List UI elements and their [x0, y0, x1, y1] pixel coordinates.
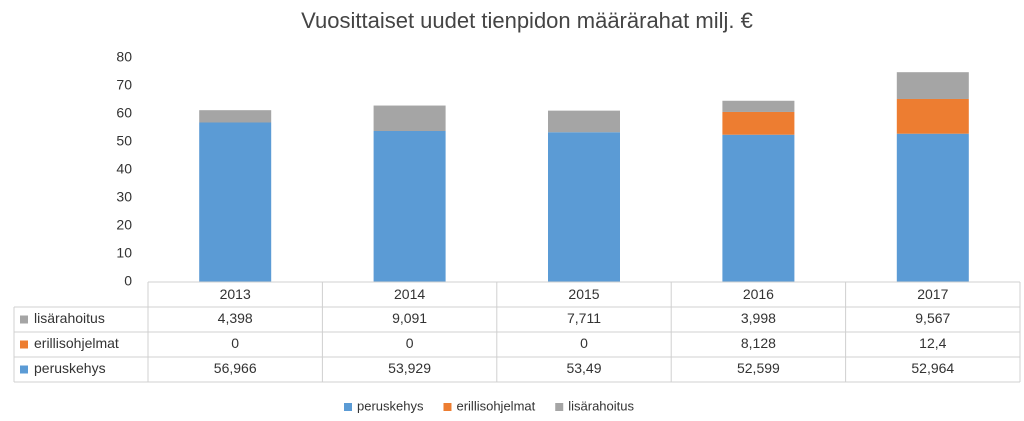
- legend-label: lisärahoitus: [568, 398, 634, 413]
- data-label: 0: [406, 335, 414, 351]
- bar-segment: [548, 110, 620, 133]
- y-tick-label: 10: [116, 245, 132, 261]
- bar-segment: [199, 122, 272, 282]
- bar-segment: [199, 110, 272, 123]
- x-tick-label: 2013: [220, 286, 251, 302]
- x-tick-label: 2016: [743, 286, 774, 302]
- data-label: 9,567: [915, 310, 950, 326]
- legend-key: [344, 403, 352, 411]
- legend-key: [443, 403, 452, 411]
- y-tick-label: 70: [116, 77, 132, 93]
- legend-label: peruskehys: [357, 398, 424, 413]
- data-label: 53,929: [388, 360, 431, 376]
- table-legend-key: [20, 365, 28, 374]
- data-label: 53,49: [566, 360, 601, 376]
- data-label: 0: [231, 335, 239, 351]
- y-tick-label: 20: [116, 217, 132, 233]
- data-label: 0: [580, 335, 588, 351]
- y-tick-label: 30: [116, 189, 132, 205]
- data-label: 52,964: [911, 360, 954, 376]
- data-label: 52,599: [737, 360, 780, 376]
- bar-segment: [896, 98, 969, 134]
- bar-segment: [896, 133, 969, 282]
- table-row-label: lisärahoitus: [34, 310, 105, 326]
- bar-segment: [722, 100, 795, 112]
- x-tick-label: 2015: [568, 286, 599, 302]
- bar-segment: [373, 130, 446, 282]
- bar-segment: [373, 105, 446, 131]
- x-tick-label: 2017: [917, 286, 948, 302]
- bar-segment: [722, 134, 795, 282]
- y-tick-label: 80: [116, 49, 132, 65]
- table-legend-key: [20, 315, 28, 324]
- table-row-label: peruskehys: [34, 360, 106, 376]
- y-tick-label: 0: [124, 273, 132, 289]
- bar-segment: [548, 132, 620, 282]
- y-tick-label: 60: [116, 105, 132, 121]
- data-label: 9,091: [392, 310, 427, 326]
- table-legend-key: [20, 340, 28, 349]
- x-tick-label: 2014: [394, 286, 425, 302]
- data-label: 12,4: [919, 335, 946, 351]
- data-label: 8,128: [741, 335, 776, 351]
- bar-segment: [722, 111, 795, 135]
- y-tick-label: 40: [116, 161, 132, 177]
- bar-segment: [896, 72, 969, 99]
- legend-label: erillisohjelmat: [456, 398, 535, 413]
- legend-key: [555, 403, 564, 411]
- data-label: 4,398: [218, 310, 253, 326]
- y-tick-label: 50: [116, 133, 132, 149]
- data-label: 56,966: [214, 360, 257, 376]
- table-row-label: erillisohjelmat: [34, 335, 119, 351]
- chart-title: Vuosittaiset uudet tienpidon määrärahat …: [301, 8, 753, 33]
- data-label: 7,711: [567, 310, 601, 326]
- data-label: 3,998: [741, 310, 776, 326]
